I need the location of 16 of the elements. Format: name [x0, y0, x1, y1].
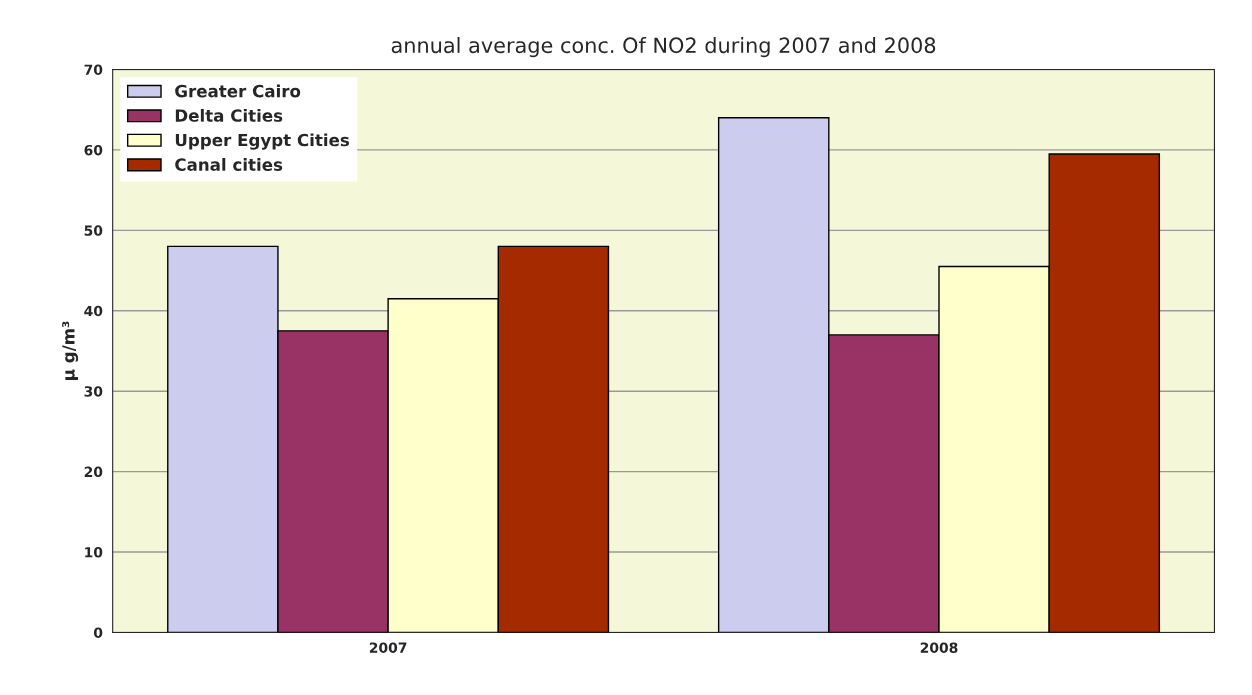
- x-tick-label: 2008: [920, 642, 958, 653]
- y-tick-label: 70: [84, 64, 103, 75]
- legend-label: Greater Cairo: [175, 84, 301, 98]
- y-tick-label: 10: [85, 547, 103, 558]
- legend-label: Canal cities: [175, 158, 283, 171]
- y-axis-title: µ g/m³: [62, 321, 79, 380]
- y-tick-label: 20: [84, 466, 103, 478]
- y-tick-label: 40: [84, 305, 103, 317]
- y-tick-label: 0: [93, 627, 103, 638]
- y-tick-label: 30: [84, 386, 103, 397]
- chart-title: annual average conc. Of NO2 during 2007 and 2008: [391, 37, 936, 58]
- legend-label: Upper Egypt Cities: [175, 133, 349, 150]
- legend-label: Delta Cities: [175, 108, 283, 122]
- y-tick-label: 50: [84, 225, 103, 236]
- y-tick-label: 60: [84, 144, 103, 156]
- x-tick-label: 2007: [369, 642, 407, 653]
